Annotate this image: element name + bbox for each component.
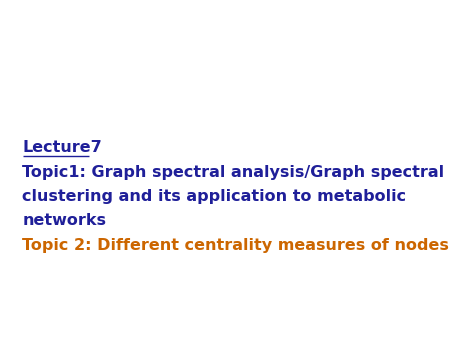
Text: networks: networks [22,213,107,228]
Text: Lecture7: Lecture7 [22,140,102,155]
Text: Topic1: Graph spectral analysis/Graph spectral: Topic1: Graph spectral analysis/Graph sp… [22,165,445,179]
Text: clustering and its application to metabolic: clustering and its application to metabo… [22,189,407,204]
Text: Topic 2: Different centrality measures of nodes: Topic 2: Different centrality measures o… [22,238,450,252]
